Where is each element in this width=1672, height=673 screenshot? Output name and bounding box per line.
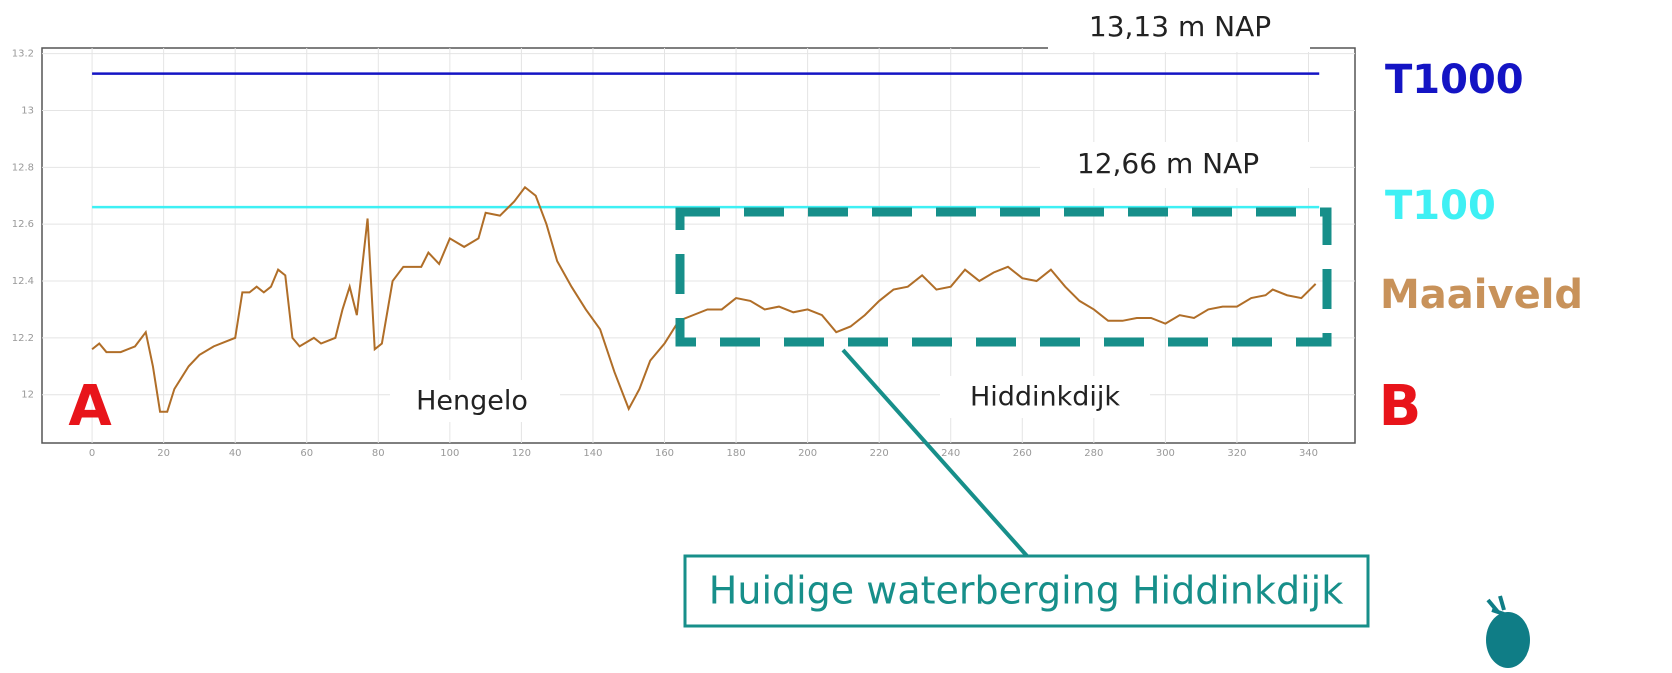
- callout-line: [841, 348, 1029, 558]
- x-tick-label: 60: [300, 448, 313, 459]
- x-tick-label: 220: [870, 448, 889, 459]
- x-tick-label: 160: [655, 448, 674, 459]
- y-tick-label: 12.4: [12, 276, 34, 287]
- label-bg: [390, 380, 560, 422]
- x-tick-label: 340: [1299, 448, 1318, 459]
- x-tick-label: 100: [440, 448, 459, 459]
- y-tick-label: 13: [21, 106, 34, 117]
- highlight-box: [675, 207, 1332, 347]
- x-tick-label: 140: [583, 448, 602, 459]
- x-tick-label: 300: [1156, 448, 1175, 459]
- y-tick-label: 12: [21, 390, 34, 401]
- x-tick-label: 240: [941, 448, 960, 459]
- callout-box: [683, 554, 1370, 628]
- annotation: 12,66 m NAP: [1077, 147, 1259, 180]
- logo: [1486, 595, 1530, 668]
- x-tick-label: 20: [157, 448, 170, 459]
- label-bg: [1040, 142, 1310, 188]
- annotation: B: [1379, 374, 1422, 439]
- y-tick-label: 12.6: [12, 219, 34, 230]
- label-bg: [940, 376, 1150, 418]
- y-tick-label: 13.2: [12, 49, 34, 60]
- x-tick-label: 280: [1084, 448, 1103, 459]
- annotation: Hengelo: [416, 386, 528, 417]
- x-tick-label: 260: [1013, 448, 1032, 459]
- series-line: [91, 185, 1317, 413]
- x-tick-label: 40: [229, 448, 242, 459]
- x-tick-label: 200: [798, 448, 817, 459]
- annotation: 13,13 m NAP: [1089, 10, 1271, 43]
- lines: [91, 72, 1320, 413]
- plot-frame: [41, 47, 1356, 444]
- annotation: A: [68, 374, 112, 439]
- x-tick-label: 180: [727, 448, 746, 459]
- label-bg: [1048, 6, 1310, 52]
- annotation: Hiddinkdijk: [970, 382, 1120, 413]
- x-tick-label: 80: [372, 448, 385, 459]
- legend-entry: T100: [1385, 183, 1496, 229]
- y-tick-label: 12.2: [12, 333, 34, 344]
- legend-entry: T1000: [1385, 57, 1524, 103]
- y-tick-label: 12.8: [12, 162, 34, 173]
- x-tick-label: 320: [1227, 448, 1246, 459]
- legend-entry: Maaiveld: [1380, 272, 1583, 318]
- annotation: Huidige waterberging Hiddinkdijk: [709, 569, 1343, 613]
- grid: 12 12.2 12.4 12.6 12.8 13 13.2 0 20 40 60 80 100 120 1…: [12, 48, 1355, 459]
- x-tick-label: 0: [89, 448, 95, 459]
- x-tick-label: 120: [512, 448, 531, 459]
